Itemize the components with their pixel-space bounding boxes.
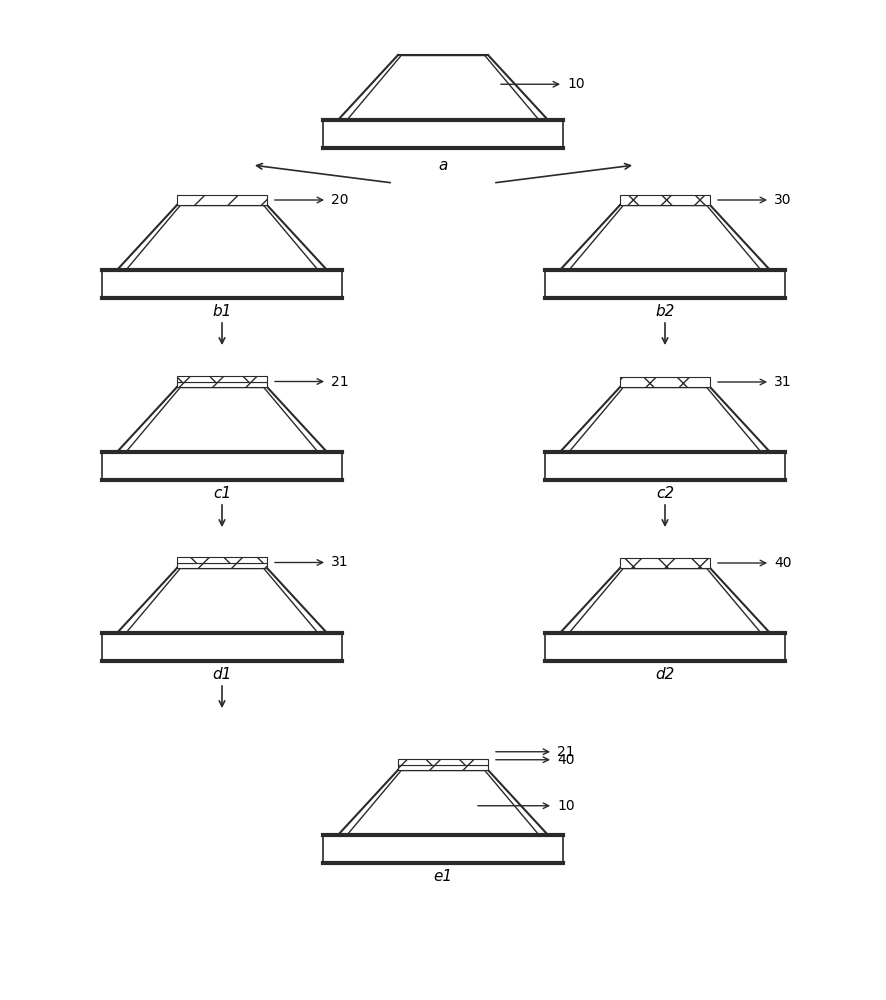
Bar bbox=[544, 633, 784, 661]
Text: e1: e1 bbox=[433, 869, 452, 884]
Bar bbox=[102, 633, 342, 661]
Bar bbox=[102, 270, 342, 298]
Bar bbox=[323, 120, 563, 148]
Bar bbox=[177, 381, 267, 387]
Bar bbox=[177, 195, 267, 205]
Bar bbox=[177, 562, 267, 568]
Bar bbox=[544, 270, 784, 298]
Bar bbox=[177, 557, 267, 562]
Text: b1: b1 bbox=[212, 304, 231, 319]
Bar bbox=[323, 835, 563, 863]
Bar bbox=[177, 376, 267, 381]
Text: c2: c2 bbox=[656, 486, 673, 501]
Text: a: a bbox=[438, 158, 447, 173]
Text: 31: 31 bbox=[330, 556, 348, 570]
Bar bbox=[102, 452, 342, 480]
Bar bbox=[619, 558, 709, 568]
Bar bbox=[619, 195, 709, 205]
Text: 40: 40 bbox=[556, 753, 574, 767]
Text: 20: 20 bbox=[330, 193, 348, 207]
Text: 40: 40 bbox=[773, 556, 790, 570]
Text: 10: 10 bbox=[566, 77, 584, 91]
Text: 31: 31 bbox=[773, 375, 790, 389]
Bar bbox=[398, 759, 487, 764]
Text: b2: b2 bbox=[655, 304, 674, 319]
Bar bbox=[619, 377, 709, 387]
Text: 10: 10 bbox=[556, 799, 574, 813]
Text: 30: 30 bbox=[773, 193, 790, 207]
Text: d2: d2 bbox=[655, 667, 674, 682]
Text: c1: c1 bbox=[213, 486, 230, 501]
Bar bbox=[544, 452, 784, 480]
Text: d1: d1 bbox=[212, 667, 231, 682]
Text: 21: 21 bbox=[330, 374, 348, 388]
Bar bbox=[398, 764, 487, 770]
Text: 21: 21 bbox=[556, 745, 574, 759]
